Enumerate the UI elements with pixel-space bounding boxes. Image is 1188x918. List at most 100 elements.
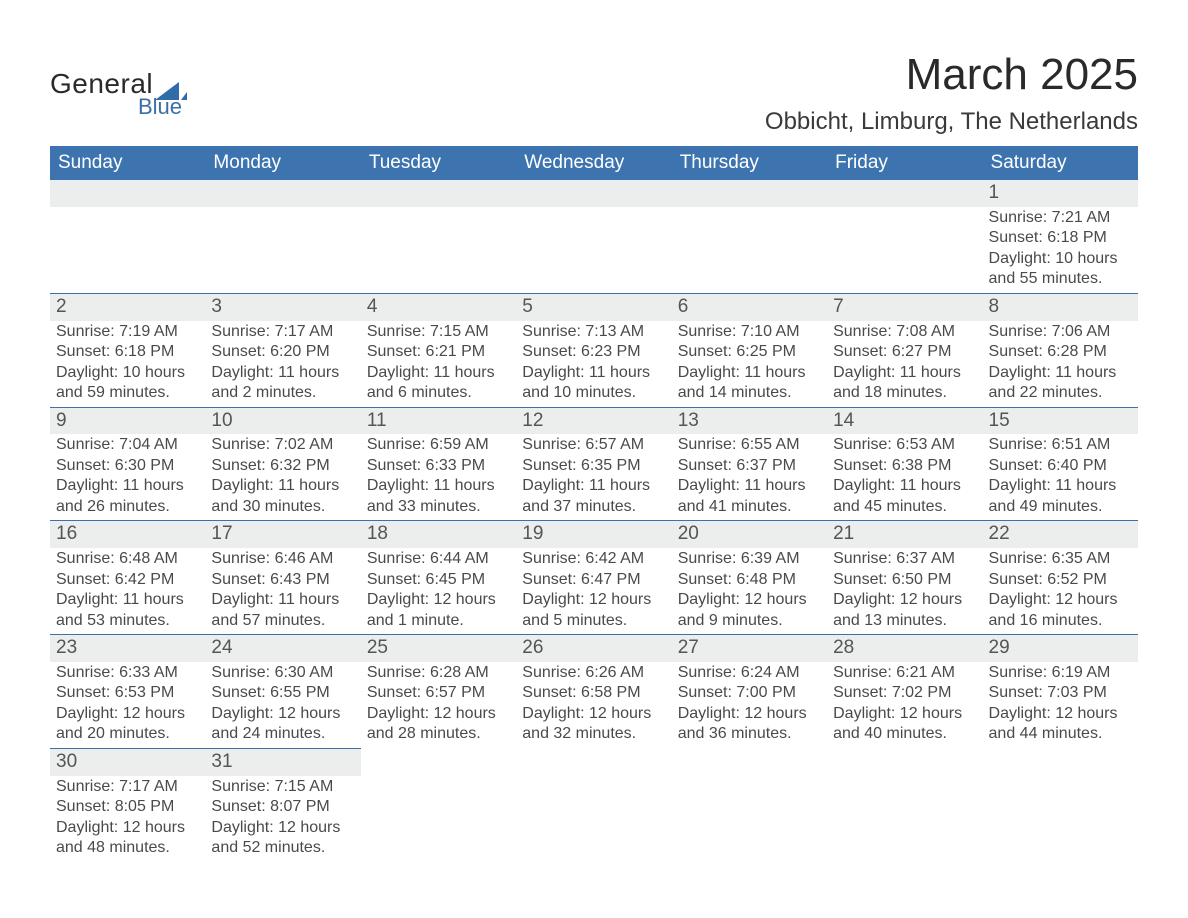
calendar-cell	[672, 748, 827, 861]
daylight-line: Daylight: 11 hours and 10 minutes.	[522, 363, 665, 404]
weekday-header: Monday	[205, 146, 360, 180]
day-number	[672, 748, 827, 775]
calendar-cell: 14Sunrise: 6:53 AMSunset: 6:38 PMDayligh…	[827, 407, 982, 521]
calendar-cell: 30Sunrise: 7:17 AMSunset: 8:05 PMDayligh…	[50, 748, 205, 861]
daylight-line: Daylight: 11 hours and 6 minutes.	[367, 363, 510, 404]
day-details: Sunrise: 6:19 AMSunset: 7:03 PMDaylight:…	[983, 662, 1138, 748]
day-details: Sunrise: 6:28 AMSunset: 6:57 PMDaylight:…	[361, 662, 516, 748]
calendar-week-row: 23Sunrise: 6:33 AMSunset: 6:53 PMDayligh…	[50, 635, 1138, 749]
sunset-line: Sunset: 6:20 PM	[211, 342, 354, 362]
day-number: 12	[516, 408, 671, 435]
sunset-line: Sunset: 6:37 PM	[678, 456, 821, 476]
day-number: 31	[205, 749, 360, 776]
sunrise-line: Sunrise: 7:17 AM	[211, 322, 354, 342]
weekday-header: Tuesday	[361, 146, 516, 180]
day-details	[672, 207, 827, 293]
day-details	[361, 207, 516, 293]
sunset-line: Sunset: 6:18 PM	[56, 342, 199, 362]
daylight-line: Daylight: 10 hours and 55 minutes.	[989, 249, 1132, 290]
calendar-cell: 27Sunrise: 6:24 AMSunset: 7:00 PMDayligh…	[672, 635, 827, 749]
day-details: Sunrise: 6:53 AMSunset: 6:38 PMDaylight:…	[827, 434, 982, 520]
calendar-cell: 25Sunrise: 6:28 AMSunset: 6:57 PMDayligh…	[361, 635, 516, 749]
sunset-line: Sunset: 6:23 PM	[522, 342, 665, 362]
calendar-cell: 26Sunrise: 6:26 AMSunset: 6:58 PMDayligh…	[516, 635, 671, 749]
calendar-cell: 22Sunrise: 6:35 AMSunset: 6:52 PMDayligh…	[983, 521, 1138, 635]
calendar-cell: 10Sunrise: 7:02 AMSunset: 6:32 PMDayligh…	[205, 407, 360, 521]
location-subtitle: Obbicht, Limburg, The Netherlands	[765, 108, 1138, 136]
day-details	[827, 775, 982, 861]
sunset-line: Sunset: 6:32 PM	[211, 456, 354, 476]
daylight-line: Daylight: 11 hours and 22 minutes.	[989, 363, 1132, 404]
calendar-cell: 6Sunrise: 7:10 AMSunset: 6:25 PMDaylight…	[672, 293, 827, 407]
day-details: Sunrise: 6:33 AMSunset: 6:53 PMDaylight:…	[50, 662, 205, 748]
day-number: 29	[983, 635, 1138, 662]
daylight-line: Daylight: 12 hours and 40 minutes.	[833, 704, 976, 745]
day-number: 14	[827, 408, 982, 435]
daylight-line: Daylight: 12 hours and 28 minutes.	[367, 704, 510, 745]
calendar-cell: 16Sunrise: 6:48 AMSunset: 6:42 PMDayligh…	[50, 521, 205, 635]
day-details: Sunrise: 7:04 AMSunset: 6:30 PMDaylight:…	[50, 434, 205, 520]
day-details	[672, 775, 827, 861]
sunrise-line: Sunrise: 7:08 AM	[833, 322, 976, 342]
day-number: 1	[983, 180, 1138, 207]
calendar-cell	[50, 180, 205, 293]
daylight-line: Daylight: 12 hours and 44 minutes.	[989, 704, 1132, 745]
day-details: Sunrise: 6:57 AMSunset: 6:35 PMDaylight:…	[516, 434, 671, 520]
day-number: 2	[50, 294, 205, 321]
calendar-cell: 31Sunrise: 7:15 AMSunset: 8:07 PMDayligh…	[205, 748, 360, 861]
calendar-cell	[516, 748, 671, 861]
day-number: 21	[827, 521, 982, 548]
calendar-cell	[361, 180, 516, 293]
day-details: Sunrise: 7:19 AMSunset: 6:18 PMDaylight:…	[50, 321, 205, 407]
day-number: 13	[672, 408, 827, 435]
day-number: 5	[516, 294, 671, 321]
day-details: Sunrise: 7:13 AMSunset: 6:23 PMDaylight:…	[516, 321, 671, 407]
day-number: 30	[50, 749, 205, 776]
day-details	[516, 207, 671, 293]
day-details: Sunrise: 6:24 AMSunset: 7:00 PMDaylight:…	[672, 662, 827, 748]
brand-logo: General Blue	[50, 50, 187, 120]
daylight-line: Daylight: 11 hours and 57 minutes.	[211, 590, 354, 631]
sunset-line: Sunset: 6:47 PM	[522, 570, 665, 590]
daylight-line: Daylight: 11 hours and 49 minutes.	[989, 476, 1132, 517]
weekday-header: Wednesday	[516, 146, 671, 180]
sunset-line: Sunset: 6:48 PM	[678, 570, 821, 590]
sunrise-line: Sunrise: 6:46 AM	[211, 549, 354, 569]
calendar-week-row: 1Sunrise: 7:21 AMSunset: 6:18 PMDaylight…	[50, 180, 1138, 293]
calendar-week-row: 9Sunrise: 7:04 AMSunset: 6:30 PMDaylight…	[50, 407, 1138, 521]
day-details	[50, 207, 205, 293]
sunset-line: Sunset: 7:00 PM	[678, 683, 821, 703]
calendar-cell: 1Sunrise: 7:21 AMSunset: 6:18 PMDaylight…	[983, 180, 1138, 293]
day-details: Sunrise: 6:35 AMSunset: 6:52 PMDaylight:…	[983, 548, 1138, 634]
sunset-line: Sunset: 6:18 PM	[989, 228, 1132, 248]
sunset-line: Sunset: 6:35 PM	[522, 456, 665, 476]
brand-blue-text: Blue	[138, 94, 182, 120]
calendar-cell: 13Sunrise: 6:55 AMSunset: 6:37 PMDayligh…	[672, 407, 827, 521]
sunrise-line: Sunrise: 7:06 AM	[989, 322, 1132, 342]
weekday-header: Friday	[827, 146, 982, 180]
calendar-week-row: 30Sunrise: 7:17 AMSunset: 8:05 PMDayligh…	[50, 748, 1138, 861]
month-title: March 2025	[765, 50, 1138, 100]
day-number: 16	[50, 521, 205, 548]
day-details	[516, 775, 671, 861]
calendar-cell	[827, 748, 982, 861]
sunrise-line: Sunrise: 7:15 AM	[367, 322, 510, 342]
sunrise-line: Sunrise: 7:02 AM	[211, 435, 354, 455]
weekday-header: Thursday	[672, 146, 827, 180]
day-number: 17	[205, 521, 360, 548]
sunrise-line: Sunrise: 6:44 AM	[367, 549, 510, 569]
calendar-cell: 23Sunrise: 6:33 AMSunset: 6:53 PMDayligh…	[50, 635, 205, 749]
sunrise-line: Sunrise: 6:24 AM	[678, 663, 821, 683]
day-details	[361, 775, 516, 861]
day-details: Sunrise: 7:06 AMSunset: 6:28 PMDaylight:…	[983, 321, 1138, 407]
day-details: Sunrise: 6:26 AMSunset: 6:58 PMDaylight:…	[516, 662, 671, 748]
sunrise-line: Sunrise: 6:37 AM	[833, 549, 976, 569]
day-details: Sunrise: 6:30 AMSunset: 6:55 PMDaylight:…	[205, 662, 360, 748]
day-details: Sunrise: 7:21 AMSunset: 6:18 PMDaylight:…	[983, 207, 1138, 293]
sunrise-line: Sunrise: 6:21 AM	[833, 663, 976, 683]
sunrise-line: Sunrise: 7:04 AM	[56, 435, 199, 455]
calendar-cell: 11Sunrise: 6:59 AMSunset: 6:33 PMDayligh…	[361, 407, 516, 521]
day-number: 18	[361, 521, 516, 548]
sunset-line: Sunset: 6:28 PM	[989, 342, 1132, 362]
daylight-line: Daylight: 11 hours and 33 minutes.	[367, 476, 510, 517]
